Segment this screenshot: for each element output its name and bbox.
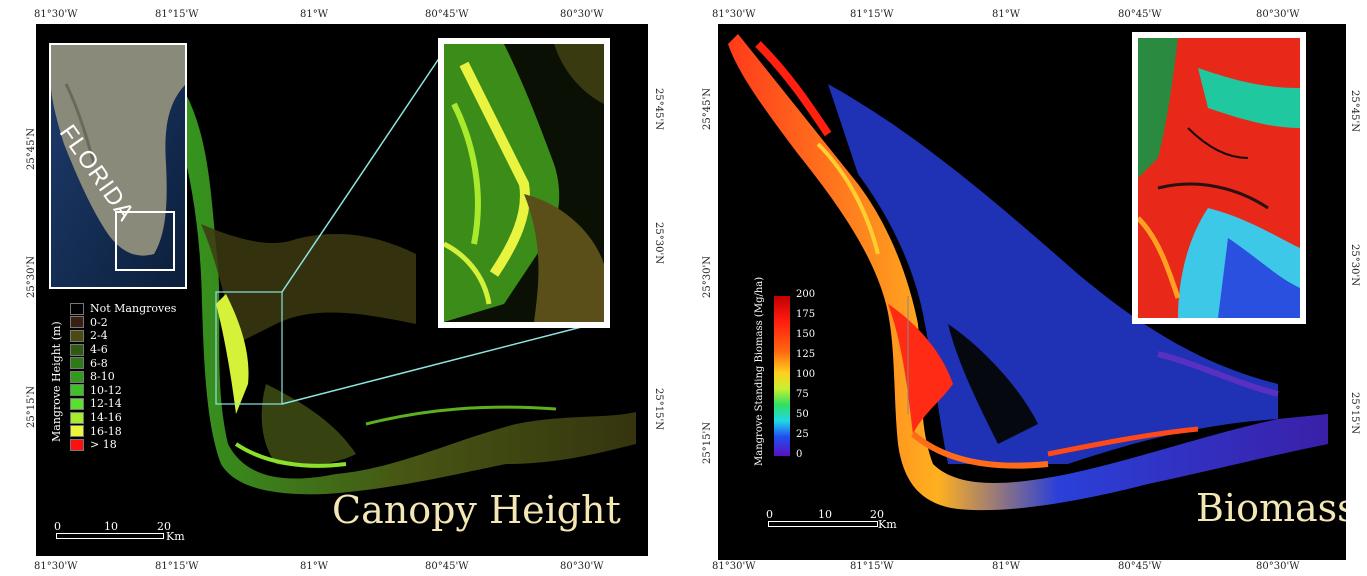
legend-item: 10-12 bbox=[70, 384, 122, 398]
legend-label: 8-10 bbox=[90, 370, 115, 384]
legend-item: 0-2 bbox=[70, 316, 108, 330]
scale-label: 0 bbox=[766, 508, 773, 521]
legend-label: 14-16 bbox=[90, 411, 122, 425]
scale-bar: 0 10 20 Km bbox=[54, 520, 194, 543]
colorbar-tick-label: 175 bbox=[796, 309, 816, 320]
bottom-tick: 81°W bbox=[300, 561, 329, 572]
biomass-title: Biomass bbox=[1196, 486, 1346, 530]
top-tick: 80°45'W bbox=[425, 9, 469, 20]
biomass-colorbar: Mangrove Standing Biomass (Mg/ha) 200 175… bbox=[754, 277, 874, 466]
legend-swatch bbox=[70, 397, 84, 410]
zoom-inset-biomass bbox=[1132, 32, 1306, 324]
bottom-tick: 81°15'W bbox=[155, 561, 199, 572]
bottom-tick: 81°30'W bbox=[34, 561, 78, 572]
legend-swatch bbox=[70, 438, 84, 451]
legend-label: > 18 bbox=[90, 438, 117, 452]
colorbar-tick-label: 0 bbox=[796, 449, 803, 460]
legend-label: Not Mangroves bbox=[90, 302, 177, 316]
height-legend: Mangrove Height (m) Not Mangroves 0-2 2-4 4… bbox=[50, 302, 224, 458]
colorbar-gradient bbox=[774, 296, 790, 456]
legend-label: 12-14 bbox=[90, 397, 122, 411]
top-tick: 81°30'W bbox=[712, 9, 756, 20]
legend-item: > 18 bbox=[70, 438, 117, 452]
right-tick: 25°45'N bbox=[1349, 90, 1360, 132]
bottom-tick: 81°W bbox=[992, 561, 1021, 572]
legend-item: 16-18 bbox=[70, 424, 122, 438]
zoom-inset-art bbox=[444, 44, 604, 322]
bottom-tick: 80°30'W bbox=[560, 561, 604, 572]
legend-item: 4-6 bbox=[70, 343, 108, 357]
left-tick: 25°15'N bbox=[702, 422, 713, 464]
colorbar-title: Mangrove Standing Biomass (Mg/ha) bbox=[754, 276, 765, 466]
biomass-map: Mangrove Standing Biomass (Mg/ha) 200 175… bbox=[718, 24, 1346, 560]
legend-label: 4-6 bbox=[90, 343, 108, 357]
scale-bar: 0 10 20 Km bbox=[766, 508, 906, 531]
colorbar-tick-label: 100 bbox=[796, 369, 816, 380]
top-tick: 80°30'W bbox=[1256, 9, 1300, 20]
zoom-inset-biomass-art bbox=[1138, 38, 1300, 318]
colorbar-tick-label: 125 bbox=[796, 349, 816, 360]
top-tick: 81°15'W bbox=[155, 9, 199, 20]
bottom-tick: 80°30'W bbox=[1256, 561, 1300, 572]
right-tick: 25°30'N bbox=[653, 222, 664, 264]
scale-unit: Km bbox=[878, 518, 897, 531]
top-tick: 81°W bbox=[300, 9, 329, 20]
right-tick: 25°45'N bbox=[653, 88, 664, 130]
legend-swatch bbox=[70, 425, 84, 438]
legend-title: Mangrove Height (m) bbox=[50, 321, 63, 442]
bottom-tick: 81°30'W bbox=[712, 561, 756, 572]
top-tick: 81°30'W bbox=[34, 9, 78, 20]
canopy-height-map: Florida Mangrove Height (m) Not Mangrove… bbox=[36, 24, 648, 556]
legend-item: 2-4 bbox=[70, 329, 108, 343]
legend-item: 14-16 bbox=[70, 411, 122, 425]
canopy-height-title: Canopy Height bbox=[332, 488, 621, 532]
scale-label: 20 bbox=[157, 520, 171, 533]
scale-label: 10 bbox=[104, 520, 118, 533]
right-tick: 25°15'N bbox=[1349, 392, 1360, 434]
legend-item: 12-14 bbox=[70, 397, 122, 411]
legend-label: 2-4 bbox=[90, 329, 108, 343]
bottom-tick: 80°45'W bbox=[1118, 561, 1162, 572]
scale-unit: Km bbox=[166, 530, 185, 543]
left-tick: 25°45'N bbox=[702, 88, 713, 130]
biomass-map-art bbox=[728, 34, 1328, 511]
legend-item: 8-10 bbox=[70, 370, 115, 384]
legend-item: 6-8 bbox=[70, 356, 108, 370]
colorbar-tick-label: 25 bbox=[796, 429, 809, 440]
legend-swatch bbox=[70, 411, 84, 424]
legend-label: 6-8 bbox=[90, 356, 108, 370]
legend-swatch bbox=[70, 343, 84, 356]
top-tick: 81°W bbox=[992, 9, 1021, 20]
legend-swatch bbox=[70, 316, 84, 329]
legend-label: 16-18 bbox=[90, 424, 122, 438]
legend-label: 10-12 bbox=[90, 383, 122, 397]
legend-item: Not Mangroves bbox=[70, 302, 176, 316]
right-tick: 25°30'N bbox=[1349, 244, 1360, 286]
biomass-panel: 81°30'W 81°15'W 81°W 80°45'W 80°30'W 81°… bbox=[690, 0, 1367, 576]
legend-label: 0-2 bbox=[90, 315, 108, 329]
scale-label: 20 bbox=[870, 508, 884, 521]
colorbar-tick-label: 150 bbox=[796, 329, 816, 340]
legend-swatch bbox=[70, 370, 84, 383]
colorbar-tick-label: 50 bbox=[796, 409, 809, 420]
right-tick: 25°15'N bbox=[653, 388, 664, 430]
legend-swatch bbox=[70, 302, 84, 315]
zoom-inset-canopy bbox=[438, 38, 610, 328]
scale-label: 0 bbox=[54, 520, 61, 533]
legend-swatch bbox=[70, 384, 84, 397]
canopy-height-panel: 81°30'W 81°15'W 81°W 80°45'W 80°30'W 81°… bbox=[26, 9, 664, 572]
colorbar-tick-label: 75 bbox=[796, 389, 809, 400]
top-tick: 81°15'W bbox=[850, 9, 894, 20]
top-tick: 80°30'W bbox=[560, 9, 604, 20]
legend-swatch bbox=[70, 357, 84, 370]
bottom-tick: 81°15'W bbox=[850, 561, 894, 572]
left-tick: 25°30'N bbox=[702, 256, 713, 298]
top-tick: 80°45'W bbox=[1118, 9, 1162, 20]
canopy-height-map-art bbox=[49, 43, 636, 495]
scale-label: 10 bbox=[818, 508, 832, 521]
colorbar-tick-label: 200 bbox=[796, 289, 816, 300]
bottom-tick: 80°45'W bbox=[425, 561, 469, 572]
legend-swatch bbox=[70, 329, 84, 342]
